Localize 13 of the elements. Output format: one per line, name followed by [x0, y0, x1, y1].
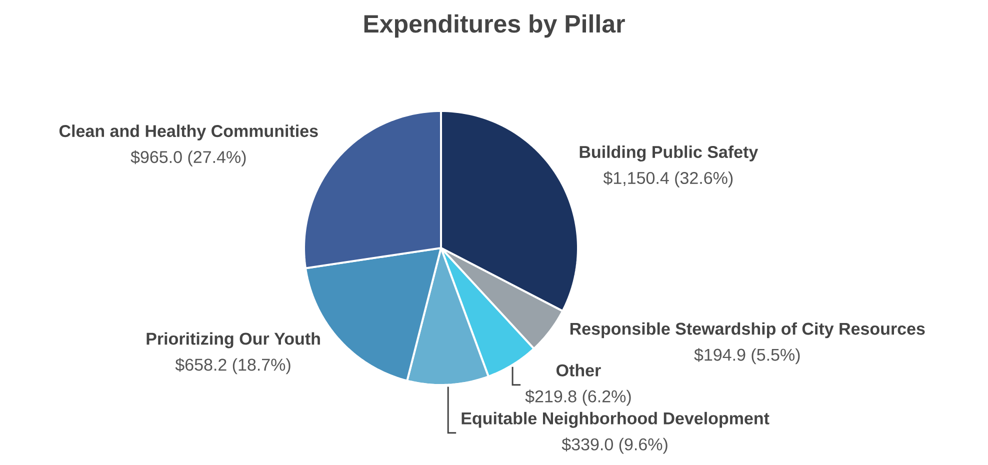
data-label: $658.2 (18.7%): [175, 358, 290, 374]
slice-label: Building Public Safety: [580, 146, 758, 162]
data-label: $219.8 (6.2%): [525, 390, 631, 406]
data-label: $339.0 (9.6%): [562, 438, 668, 454]
slice-label: Responsible Stewardship of City Resources: [570, 322, 925, 338]
chart-title: Expenditures by Pillar: [364, 14, 625, 38]
slice-label: Clean and Healthy Communities: [59, 124, 318, 140]
data-label: $965.0 (27.4%): [130, 150, 246, 166]
slice-label: Other: [556, 364, 601, 376]
slice-label: Prioritizing Our Youth: [146, 332, 320, 348]
data-label: $1,150.4 (32.6%): [603, 171, 733, 188]
data-label: $194.9 (5.5%): [694, 348, 800, 364]
slice-label: Equitable Neighborhood Development: [462, 412, 770, 428]
